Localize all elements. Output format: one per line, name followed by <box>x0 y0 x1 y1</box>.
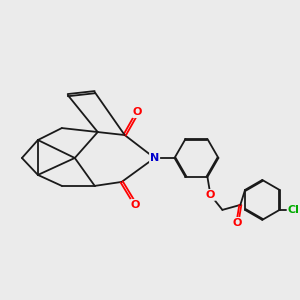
Text: N: N <box>150 153 159 163</box>
Text: O: O <box>131 200 140 210</box>
Text: Cl: Cl <box>288 205 299 215</box>
Text: O: O <box>133 107 142 117</box>
Text: O: O <box>206 190 215 200</box>
Text: O: O <box>233 218 242 228</box>
